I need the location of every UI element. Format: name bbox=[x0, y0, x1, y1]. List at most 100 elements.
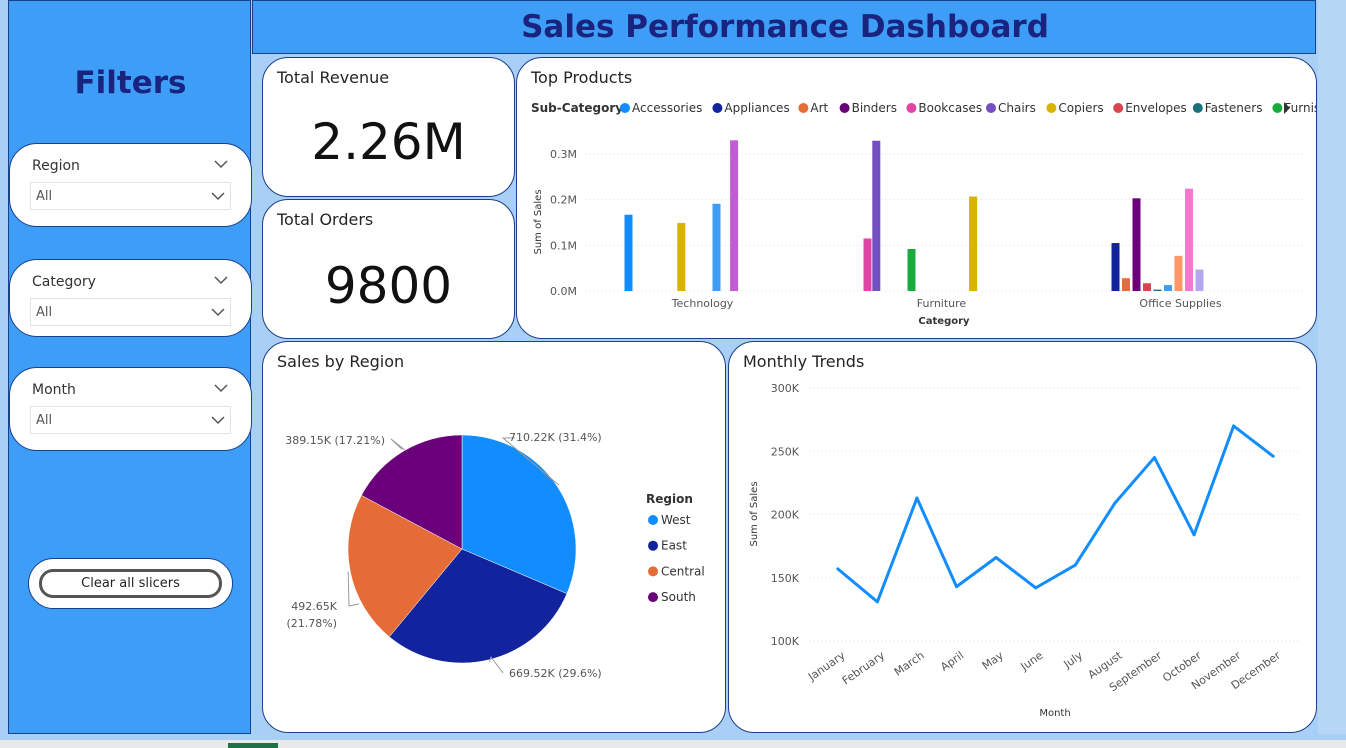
pie-slice[interactable] bbox=[388, 548, 568, 664]
legend-label: Envelopes bbox=[1125, 101, 1187, 115]
legend-marker bbox=[986, 103, 996, 113]
page-title: Sales Performance Dashboard bbox=[521, 9, 1049, 45]
sales-trend-line[interactable] bbox=[836, 424, 1275, 604]
legend-item[interactable]: East bbox=[648, 539, 687, 553]
pie-data-label: 492.65K bbox=[291, 600, 337, 613]
region-slicer[interactable]: Region All bbox=[9, 143, 252, 227]
legend-next-arrow-icon[interactable] bbox=[1284, 102, 1290, 114]
bar[interactable] bbox=[1143, 283, 1151, 291]
total-orders-title: Total Orders bbox=[277, 210, 374, 229]
chevron-down-icon[interactable] bbox=[213, 272, 229, 288]
bottom-bar bbox=[0, 740, 1346, 748]
clear-all-slicers-button[interactable]: Clear all slicers bbox=[39, 569, 222, 598]
month-slicer-label: Month bbox=[32, 382, 76, 398]
pie-data-label: 669.52K (29.6%) bbox=[509, 667, 602, 680]
pie-data-label: (21.78%) bbox=[286, 617, 337, 630]
pie-slice[interactable] bbox=[361, 434, 463, 550]
legend-marker bbox=[906, 103, 917, 113]
legend-marker bbox=[839, 103, 850, 113]
bar[interactable] bbox=[907, 248, 916, 291]
bar[interactable] bbox=[1153, 289, 1162, 291]
legend-item[interactable]: South bbox=[648, 590, 696, 604]
total-revenue-title: Total Revenue bbox=[277, 68, 390, 87]
bar[interactable] bbox=[1195, 269, 1204, 291]
total-orders-value: 9800 bbox=[324, 257, 453, 315]
y-tick-label: 100K bbox=[771, 635, 800, 648]
data-point bbox=[836, 567, 840, 571]
pie-data-label: 389.15K (17.21%) bbox=[285, 434, 385, 447]
monthly-trends-card[interactable]: Monthly Trends 100K 150K 200K 250K 300K Sum o… bbox=[728, 341, 1317, 733]
chevron-down-icon[interactable] bbox=[213, 380, 229, 396]
legend-label: Copiers bbox=[1058, 101, 1103, 115]
legend-item[interactable]: West bbox=[648, 513, 691, 527]
pie-data-label: 710.22K (31.4%) bbox=[509, 431, 602, 444]
top-products-chart[interactable]: Sub-Category Accessories Appliances Art Bind… bbox=[517, 58, 1316, 338]
active-page-tab[interactable] bbox=[228, 743, 278, 748]
legend-marker bbox=[798, 103, 809, 113]
legend-item[interactable]: Copiers bbox=[1046, 101, 1104, 115]
bar[interactable] bbox=[712, 203, 721, 291]
legend-item[interactable]: Envelopes bbox=[1113, 101, 1187, 115]
top-products-card[interactable]: Top Products Sub-Category Accessories Appl… bbox=[516, 57, 1317, 339]
chevron-down-icon[interactable] bbox=[210, 412, 226, 428]
x-tick-label: July bbox=[1061, 649, 1086, 672]
dashboard-header: Sales Performance Dashboard bbox=[252, 0, 1316, 54]
legend-marker bbox=[1113, 103, 1124, 113]
sales-by-region-card[interactable]: Sales by Region 710.22K (31.4%) 669.52K (… bbox=[262, 341, 726, 733]
legend-item[interactable]: Furnishings bbox=[1272, 101, 1316, 115]
bar[interactable] bbox=[677, 222, 686, 291]
y-tick-label: 300K bbox=[771, 382, 800, 395]
x-tick-label: Technology bbox=[671, 297, 734, 310]
category-slicer[interactable]: Category All bbox=[9, 259, 252, 337]
bar[interactable] bbox=[1111, 243, 1120, 291]
bar[interactable] bbox=[863, 238, 872, 291]
category-slicer-label: Category bbox=[32, 274, 96, 290]
clear-slicers-container: Clear all slicers bbox=[28, 558, 233, 609]
category-dropdown[interactable]: All bbox=[30, 298, 231, 326]
legend-label: Binders bbox=[852, 101, 897, 115]
x-tick-label: Office Supplies bbox=[1139, 297, 1221, 310]
month-dropdown[interactable]: All bbox=[30, 406, 231, 434]
legend-item[interactable]: Binders bbox=[839, 101, 897, 115]
bar[interactable] bbox=[1185, 188, 1193, 291]
sales-by-region-chart[interactable]: 710.22K (31.4%) 669.52K (29.6%) 492.65K (21… bbox=[263, 342, 725, 732]
legend-label: Accessories bbox=[632, 101, 702, 115]
chevron-down-icon[interactable] bbox=[210, 188, 226, 204]
pie-leader-line bbox=[390, 438, 406, 451]
y-tick-label: 250K bbox=[771, 445, 800, 458]
total-revenue-card[interactable]: Total Revenue 2.26M bbox=[262, 57, 515, 197]
legend-item[interactable]: Appliances bbox=[712, 101, 790, 115]
bar[interactable] bbox=[1132, 198, 1141, 291]
bar[interactable] bbox=[1122, 278, 1130, 291]
legend-marker bbox=[648, 515, 658, 525]
pie-slice[interactable] bbox=[347, 495, 463, 638]
bar[interactable] bbox=[1174, 255, 1183, 291]
month-dropdown-value: All bbox=[36, 413, 53, 428]
data-point bbox=[1073, 563, 1077, 567]
total-orders-card[interactable]: Total Orders 9800 bbox=[262, 199, 515, 339]
data-point bbox=[1113, 501, 1117, 505]
chevron-down-icon[interactable] bbox=[213, 156, 229, 172]
pie-leader-line bbox=[488, 655, 504, 674]
legend-item[interactable]: Bookcases bbox=[906, 101, 982, 115]
month-slicer[interactable]: Month All bbox=[9, 367, 252, 451]
data-point bbox=[1034, 586, 1038, 590]
bar[interactable] bbox=[624, 214, 633, 291]
bar[interactable] bbox=[872, 140, 881, 291]
legend-marker bbox=[712, 103, 723, 113]
legend-item[interactable]: Accessories bbox=[620, 101, 702, 115]
bar[interactable] bbox=[969, 196, 978, 291]
legend-item[interactable]: Fasteners bbox=[1192, 101, 1263, 115]
bar[interactable] bbox=[1164, 285, 1172, 291]
chevron-down-icon[interactable] bbox=[210, 304, 226, 320]
data-point bbox=[994, 556, 998, 560]
x-tick-label: March bbox=[892, 649, 927, 679]
legend-item[interactable]: Chairs bbox=[986, 101, 1036, 115]
legend-item[interactable]: Central bbox=[648, 564, 705, 578]
bar[interactable] bbox=[730, 140, 739, 291]
data-point bbox=[875, 600, 879, 604]
legend-item[interactable]: Art bbox=[798, 101, 829, 115]
region-dropdown[interactable]: All bbox=[30, 182, 231, 210]
pie-slice[interactable] bbox=[461, 434, 577, 594]
